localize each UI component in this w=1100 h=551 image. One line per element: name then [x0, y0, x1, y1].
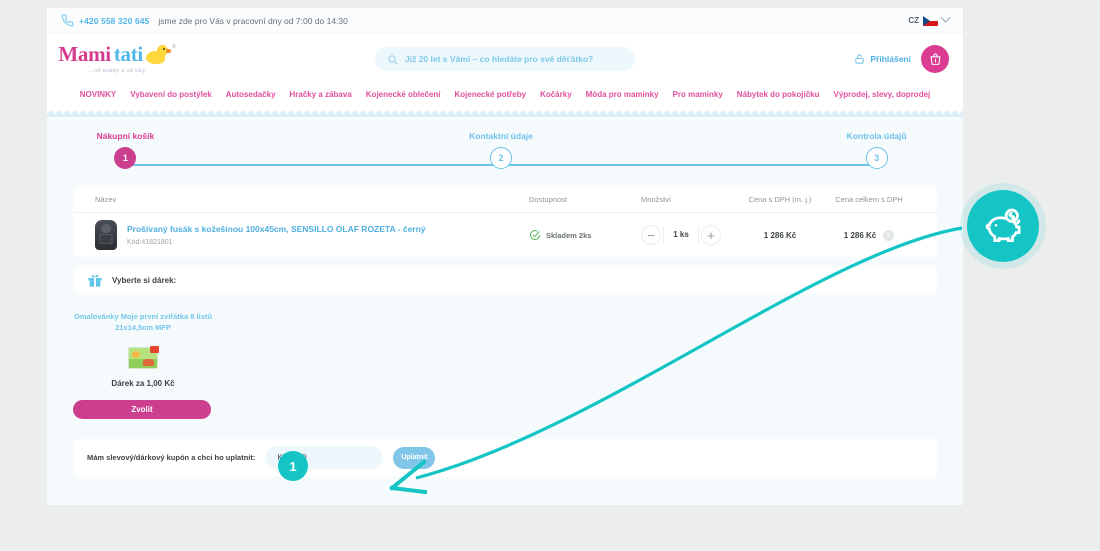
quantity-decrease-button[interactable]: − [641, 225, 661, 245]
login-label: Přihlášení [870, 54, 911, 64]
header-total-price: Cena celkem s DPH [835, 195, 903, 204]
phone-block[interactable]: +420 558 320 645 jsme zde pro Vás v prac… [61, 14, 348, 27]
gift-item-price: Dárek za 1,00 Kč [111, 378, 175, 388]
product-name[interactable]: Prošívaný fusák s kožešinou 100x45cm, SE… [127, 224, 426, 235]
apply-coupon-button[interactable]: Uplatnit [393, 446, 436, 469]
checkout-stepper: Nákupní košík 1 Kontaktní údaje 2 Kontrola ú… [79, 131, 931, 177]
unit-price: 1 286 Kč [763, 230, 797, 240]
search-placeholder: Již 20 let s Vámi – co hledáte pro své d… [405, 54, 594, 64]
coloring-book-icon[interactable] [128, 345, 159, 369]
opening-hours-text: jsme zde pro Vás v pracovní dny od 7:00 … [158, 15, 348, 26]
product-code: Kód:41821801 [127, 238, 173, 246]
login-button[interactable]: Přihlášení [854, 53, 911, 65]
header-name: Název [95, 195, 117, 204]
trademark-symbol: ® [171, 44, 176, 50]
chevron-down-icon [940, 12, 951, 23]
stepper-step-label: Kontrola údajů [846, 131, 907, 141]
gift-item: Omalovánky Moje první zvířátka 8 listů 2… [73, 311, 213, 419]
remove-icon[interactable]: × [883, 229, 895, 241]
stepper-step-number: 1 [114, 147, 137, 169]
coupon-bar: Mám slevový/dárkový kupón a chci ho upla… [73, 438, 937, 477]
quantity-stepper[interactable]: − 1 ks + [641, 225, 737, 245]
nav-item-8[interactable]: Pro maminky [672, 89, 723, 99]
stepper-step-number: 3 [865, 147, 888, 169]
logo-text-primary: Mami [58, 42, 111, 66]
gift-header-bar: Vyberte si dárek: [73, 267, 937, 293]
piggy-bank-badge [967, 190, 1039, 262]
scallop-divider [47, 104, 963, 114]
page-container: +420 558 320 645 jsme zde pro Vás v prac… [47, 8, 963, 505]
nav-item-6[interactable]: Kočárky [540, 89, 572, 99]
annotation-badge-1: 1 [278, 451, 308, 481]
header-availability: Dostupnost [529, 195, 567, 204]
select-gift-button[interactable]: Zvolit [73, 399, 211, 419]
site-logo[interactable]: Mami tati ® ...od mámy a od táty [58, 42, 176, 75]
check-circle-icon [530, 230, 540, 240]
availability-label: Skladem 2ks [546, 230, 592, 240]
cart-button[interactable] [921, 45, 949, 73]
cart-card: Název Dostupnost Množství Cena s DPH (m.… [73, 187, 937, 257]
quantity-value[interactable]: 1 ks [663, 227, 699, 243]
nav-item-7[interactable]: Móda pro maminky [585, 89, 659, 99]
top-bar: +420 558 320 645 jsme zde pro Vás v prac… [47, 8, 963, 34]
nav-item-3[interactable]: Hračky a zábava [289, 89, 352, 99]
nav-item-9[interactable]: Nábytek do pokojíčku [736, 89, 820, 99]
nav-item-4[interactable]: Kojenecké oblečení [365, 89, 441, 99]
header-unit-price: Cena s DPH (m. j.) [748, 195, 812, 204]
stepper-step-label: Kontaktní údaje [469, 131, 533, 141]
phone-icon [61, 14, 74, 27]
cart-table-header: Název Dostupnost Množství Cena s DPH (m.… [73, 187, 937, 213]
availability-cell: Skladem 2ks [529, 229, 641, 241]
piggy-bank-icon [985, 208, 1021, 243]
nav-item-0[interactable]: NOVINKY [79, 89, 117, 99]
header-quantity: Množství [641, 195, 672, 204]
gift-body: Omalovánky Moje první zvířátka 8 listů 2… [65, 293, 945, 427]
total-price: 1 286 Kč [843, 230, 877, 240]
header-actions: Přihlášení [854, 45, 949, 73]
language-code: CZ [908, 16, 919, 25]
total-price-cell: 1 286 Kč × [823, 229, 915, 241]
cart-icon [930, 53, 940, 65]
stepper-step-2[interactable]: Kontaktní údaje 2 [446, 131, 556, 169]
quantity-increase-button[interactable]: + [701, 225, 721, 245]
search-icon [388, 54, 398, 64]
gift-item-name[interactable]: Omalovánky Moje první zvířátka 8 listů 2… [74, 312, 212, 333]
table-row: Prošívaný fusák s kožešinou 100x45cm, SE… [73, 213, 937, 257]
nav-item-10[interactable]: Výprodej, slevy, doprodej [833, 89, 931, 99]
stepper-step-3[interactable]: Kontrola údajů 3 [822, 131, 932, 169]
logo-text-secondary: tati [113, 42, 143, 66]
duck-icon [145, 45, 171, 64]
logo-tagline: ...od mámy a od táty [88, 67, 146, 74]
gift-title: Vyberte si dárek: [112, 275, 177, 285]
nav-item-5[interactable]: Kojenecké potřeby [454, 89, 527, 99]
stepper-step-number: 2 [490, 147, 512, 169]
czech-flag-icon [923, 15, 938, 26]
product-thumbnail[interactable] [95, 220, 117, 250]
stepper-step-1[interactable]: Nákupní košík 1 [70, 131, 180, 169]
site-header: Mami tati ® ...od mámy a od táty Již 20 … [47, 34, 963, 84]
main-navigation: NOVINKY Vybavení do postýlek Autosedačky Hr… [47, 84, 963, 104]
gift-icon [88, 275, 102, 287]
coupon-label: Mám slevový/dárkový kupón a chci ho upla… [87, 453, 256, 462]
nav-item-1[interactable]: Vybavení do postýlek [130, 89, 212, 99]
lock-icon [855, 54, 864, 64]
stepper-step-label: Nákupní košík [96, 131, 155, 141]
language-selector[interactable]: CZ [908, 12, 951, 26]
scallop-band [47, 114, 963, 117]
nav-item-2[interactable]: Autosedačky [225, 89, 276, 99]
checkout-body: Nákupní košík 1 Kontaktní údaje 2 Kontrola ú… [47, 117, 963, 505]
product-cell: Prošívaný fusák s kožešinou 100x45cm, SE… [95, 220, 529, 250]
phone-number[interactable]: +420 558 320 645 [79, 15, 150, 26]
search-bar[interactable]: Již 20 let s Vámi – co hledáte pro své d… [375, 47, 635, 71]
